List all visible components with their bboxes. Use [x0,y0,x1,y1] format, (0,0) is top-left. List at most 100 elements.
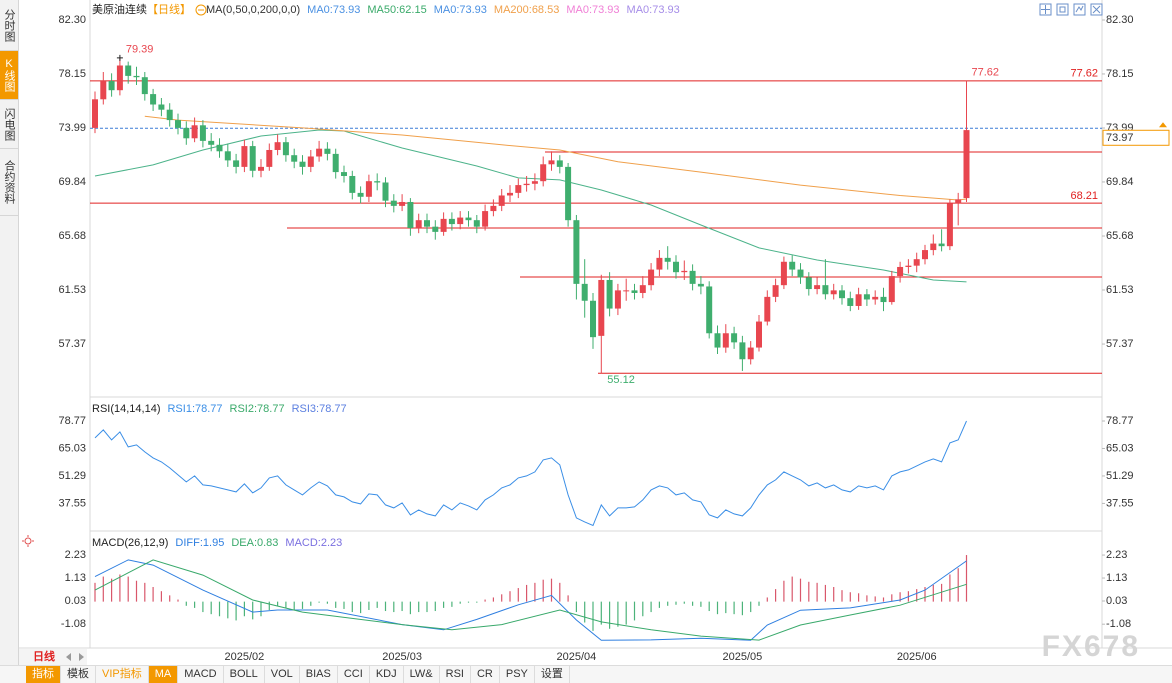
y-tick-label: 78.77 [1106,415,1134,427]
candle-body [863,294,870,300]
candle-body [399,201,406,206]
candle-body [349,175,356,193]
candle-body [390,200,397,206]
candle-body [938,243,945,247]
legend-entry: DIFF:1.95 [175,537,224,549]
tab[interactable]: 闪电图 [0,100,18,149]
indicator-label: MA(0,50,0,200,0,0) [206,4,300,16]
y-tick-label: 2.23 [1106,549,1127,561]
high-label: 79.39 [126,44,154,56]
candle-body [814,285,821,290]
y-tick-label: 0.03 [65,595,86,607]
candle-body [382,182,389,201]
period-label: 【日线】 [147,2,191,16]
candle-body [623,290,630,292]
candle-body [258,166,264,171]
candle-body [307,156,314,167]
candle-body [606,279,613,309]
candle-body [100,81,107,100]
last-price-box [1102,129,1170,146]
y-tick-label: 61.53 [1106,284,1134,296]
candle-body [639,285,646,293]
candle-body [440,218,447,232]
toolbar-button[interactable]: VOL [265,666,300,683]
y-tick-label: 65.03 [58,442,86,454]
y-tick-label: 57.37 [58,338,86,350]
candle-body [183,127,190,139]
candle-body [697,283,704,287]
moving-average-line [94,129,967,283]
legend-entry: RSI3:78.77 [292,403,347,415]
legend-entry: MA0:73.93 [627,4,680,16]
toolbar-button[interactable]: 模板 [61,666,96,683]
y-tick-label: 65.68 [1106,230,1134,242]
candle-body [664,257,671,262]
toolbar-icons[interactable] [1039,3,1103,16]
y-tick-label: 1.13 [65,572,86,584]
legend-entry: RSI2:78.77 [230,403,285,415]
y-tick-label: 37.55 [1106,497,1134,509]
side-tabs: 分时图 K线图 闪电图 合约资料 [0,0,19,665]
candle-body [540,164,547,182]
candle-body [872,296,879,300]
macd-line [94,559,967,641]
candle-body [282,142,289,156]
candle-body [341,172,347,176]
candle-body [839,290,845,299]
candle-body [739,342,746,360]
candle-body [731,333,738,343]
tab[interactable]: 合约资料 [0,149,18,216]
x-tick-label: 2025/02 [225,651,265,663]
tab[interactable]: 分时图 [0,0,18,51]
y-tick-label: 73.99 [58,122,86,134]
toolbar-button[interactable]: LW& [404,666,440,683]
candle-body [805,277,812,290]
candle-body [772,285,779,297]
y-tick-label: 69.84 [58,176,86,188]
candle-body [407,201,414,228]
toolbar-button[interactable]: 指标 [26,666,61,683]
toolbar-button[interactable]: CR [471,666,500,683]
low-label: 55.12 [607,374,635,386]
toolbar-button[interactable]: VIP指标 [96,666,149,683]
candle-body [523,183,530,186]
y-tick-label: 65.68 [58,230,86,242]
y-tick-label: 37.55 [58,497,86,509]
candle-body [756,321,762,348]
x-tick-label: 2025/03 [382,651,422,663]
moving-average-line [144,115,967,201]
macd-icon[interactable] [22,535,34,547]
y-tick-label: 65.03 [1106,442,1134,454]
toolbar-button[interactable]: CCI [338,666,370,683]
toolbar-button[interactable]: RSI [440,666,471,683]
legend-entry: MA0:73.93 [566,4,619,16]
toolbar-button[interactable]: 设置 [535,666,570,683]
candle-body [598,279,605,336]
toolbar-button[interactable]: MA [148,666,179,683]
candle-body [955,199,962,204]
toolbar-button[interactable]: BOLL [224,666,265,683]
candle-body [556,160,563,167]
candle-body [830,290,837,295]
candle-body [141,77,148,95]
candle-body [150,94,157,105]
candle-body [457,217,464,225]
period-tab[interactable]: 日线 [33,649,55,663]
candle-body [855,294,862,306]
candle-body [847,298,854,306]
toolbar-button[interactable]: KDJ [370,666,404,683]
collapse-icon [195,4,207,16]
tab-active[interactable]: K线图 [0,51,18,100]
toolbar-button[interactable]: BIAS [300,666,338,683]
toolbar-button[interactable]: PSY [500,666,535,683]
toolbar-button[interactable]: MACD [178,666,224,683]
candle-body [913,259,920,266]
candle-body [656,257,663,270]
candle-body [706,286,713,334]
scroll-arrows[interactable] [66,653,84,661]
candle-body [498,195,505,206]
candle-body [249,146,256,171]
candle-body [473,220,480,227]
toolbar: 指标 模板 VIP指标 MA MACD BOLL VOL BIAS CCI KD… [0,665,1172,683]
